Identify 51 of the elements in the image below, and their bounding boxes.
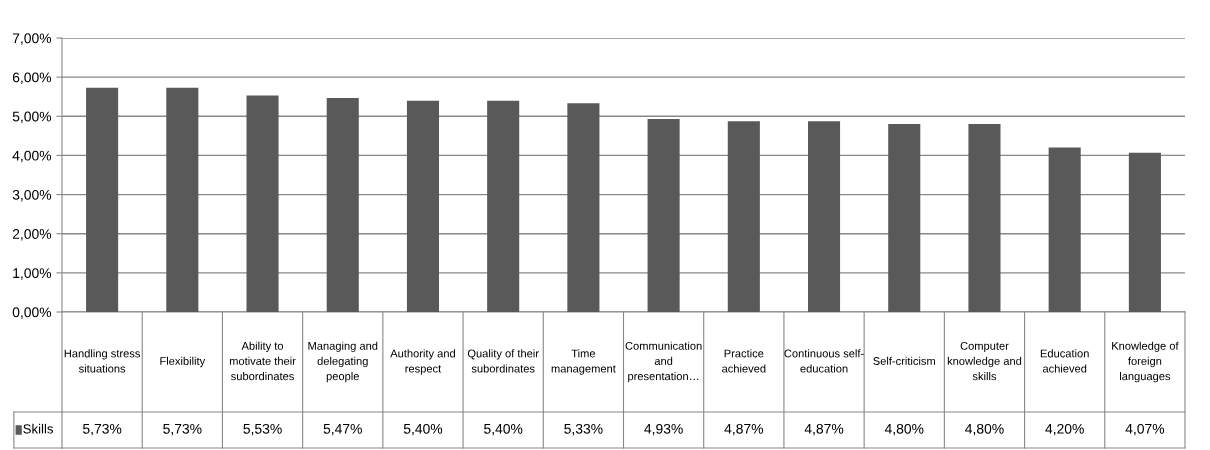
y-tick-label: 7,00% [12,33,52,45]
bar [326,97,359,312]
bar [487,100,520,312]
y-tick-label: 1,00% [13,268,52,280]
x-tick-label: Managing and delegating people [308,341,378,383]
data-label: 5,47% [323,423,362,436]
bar [86,87,119,312]
bar [406,100,440,312]
x-tick-label: Computer knowledge and skills [947,341,1022,381]
data-label: 4,93% [644,423,683,436]
data-label: 5,33% [564,423,603,436]
data-label: 4,80% [884,423,924,436]
y-tick-label: 5,00% [12,111,52,124]
x-tick-label: Quality of their subordinates [467,349,539,373]
data-label: 5,40% [484,423,523,436]
y-tick-label: 6,00% [12,72,52,84]
x-tick-label: Practice achieved [722,349,766,373]
y-tick-label: 2,00% [12,229,52,241]
x-tick-label: Communication and presentation… [625,341,702,383]
x-tick-label: Time management [551,349,616,375]
bar [567,103,600,312]
bar [1048,147,1081,312]
bar [727,121,760,312]
bar [1128,152,1161,312]
data-label: 4,20% [1045,423,1084,436]
bar [647,119,680,312]
x-tick-label: Ability to motivate their subordinates [229,341,296,381]
x-tick-label: Self-criticism [873,356,935,365]
y-tick-label: 0,00% [12,307,52,319]
bar [246,95,279,312]
x-tick-label: Flexibility [160,356,206,368]
data-label: 5,73% [82,423,122,436]
x-tick-label: Continuous self- education [784,349,864,373]
x-tick-label: Education achieved [1040,349,1089,373]
bar [888,124,921,312]
y-tick-label: 4,00% [12,150,52,163]
x-tick-label: Authority and respect [390,349,455,375]
data-label: 4,87% [804,423,844,436]
bar [807,121,841,312]
x-tick-label: Knowledge of foreign languages [1112,341,1179,383]
data-label: 4,87% [724,423,764,436]
legend-label: Skills [23,423,54,434]
data-label: 4,07% [1125,423,1165,436]
y-tick-label: 3,00% [12,189,52,202]
bar [166,87,199,312]
data-label: 5,40% [403,423,443,436]
data-label: 4,80% [965,423,1004,436]
data-label: 5,53% [243,423,282,436]
bar [968,124,1001,312]
data-label: 5,73% [163,423,202,436]
x-tick-label: Handling stress situations [64,349,140,373]
